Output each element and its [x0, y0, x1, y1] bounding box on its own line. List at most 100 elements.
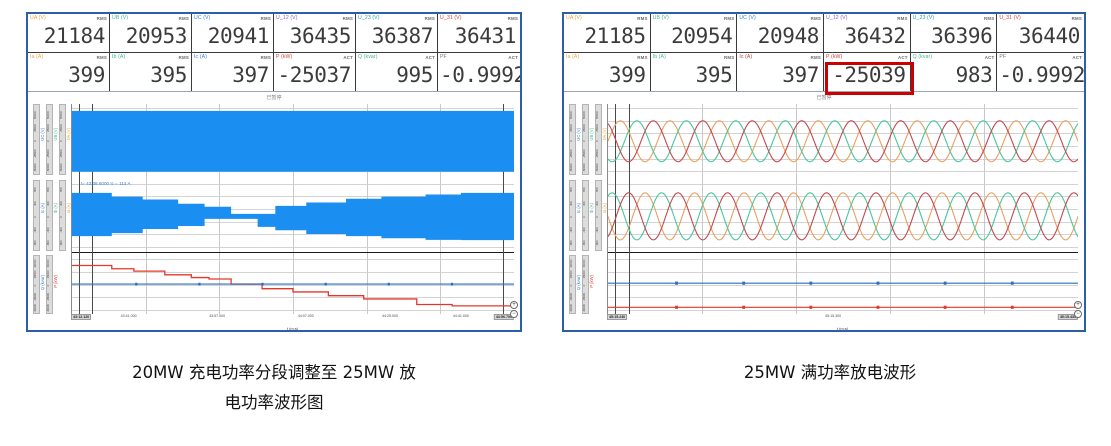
zoom-in-icon[interactable]: +	[1074, 301, 1082, 309]
meter-value: 36432	[844, 24, 906, 48]
grid-line-horizontal	[608, 120, 1078, 122]
y-axis-tick-label: 800	[595, 188, 599, 193]
meter-cell[interactable]: U_31 (V) RMS 36431	[438, 14, 520, 53]
plot-canvas[interactable]: t= 45:15.3544 UB = -4261 V	[607, 104, 1078, 314]
meter-cell[interactable]: U_23 (V) RMS 36396	[910, 14, 998, 53]
meter-unit-badge: RMS	[96, 54, 107, 60]
meter-value: 36387	[371, 24, 434, 48]
meter-cell[interactable]: UB (V) RMS 20953	[110, 14, 192, 53]
meter-cell[interactable]: Ia (A) RMS 399	[28, 52, 110, 91]
meter-header: Q (kvar) ACT	[356, 53, 437, 62]
plot-canvas[interactable]: t= 43:38.6000 Ic = 113 A	[71, 104, 514, 314]
meter-cell[interactable]: U_31 (V) RMS 36440	[997, 14, 1084, 53]
meter-unit-badge: RMS	[897, 16, 908, 21]
meter-cell[interactable]: P (kW) ACT -25037	[274, 52, 356, 91]
meter-unit-badge: RMS	[1071, 16, 1082, 21]
meter-cell[interactable]: UB (V) RMS 20954	[650, 14, 738, 53]
meter-unit-badge: RMS	[810, 16, 821, 21]
y-axis-tick-label: -800	[33, 240, 37, 246]
y-axis-tick-label: -30000	[569, 303, 573, 312]
meter-cell[interactable]: UA (V) RMS 21185	[564, 14, 651, 53]
zoom-out-icon[interactable]: −	[510, 310, 518, 318]
meter-unit-badge: RMS	[96, 16, 107, 21]
meter-header: U_23 (V) RMS	[356, 14, 437, 23]
y-axis-block: 30000 15000 0 -15000 -30000 P (kW)	[45, 255, 58, 314]
grid-line-horizontal	[608, 196, 1078, 198]
y-axis-tick-label: -30000	[33, 303, 37, 312]
zoom-buttons-left[interactable]: + −	[510, 301, 518, 318]
y-axis-tick-label: -800	[582, 240, 586, 246]
meter-label: PF	[440, 53, 447, 60]
meter-value: 21184	[43, 24, 106, 48]
zoom-in-icon[interactable]: +	[510, 301, 518, 309]
meter-header: Ia (A) RMS	[28, 53, 109, 62]
meter-label: Ia (A)	[30, 53, 44, 60]
meter-header: UA (V) RMS	[564, 14, 650, 23]
meter-cell[interactable]: Q (kvar) ACT 983	[910, 52, 998, 91]
meter-cell[interactable]: PF ACT -0.9992	[438, 52, 520, 91]
y-axis-tick-label: 800	[569, 188, 573, 193]
waveform-panel-left: UA (V) RMS 21184 UB (V) RMS 20953 UC (V) RMS 209…	[26, 12, 522, 332]
meter-cell[interactable]: Ib (A) RMS 395	[650, 52, 738, 91]
meter-cell[interactable]: PF ACT -0.9992	[997, 52, 1084, 91]
meter-cell[interactable]: U_12 (V) RMS 36432	[823, 14, 911, 53]
y-axis-tick-label: -25000	[582, 150, 586, 159]
cursor-line[interactable]	[629, 104, 631, 314]
y-axis-ticks: 30000 15000 0 -15000 -30000	[582, 255, 589, 314]
meter-header: Ib (A) RMS	[651, 53, 737, 62]
plot-wrapper-right[interactable]: 50000 25000 0 -25000 -50000 UC (V) 800 400 0 -400…	[568, 104, 1078, 314]
meter-cell[interactable]: U_12 (V) RMS 36435	[274, 14, 356, 53]
meter-header: PF ACT	[438, 53, 520, 62]
meter-cell[interactable]: Ib (A) RMS 395	[110, 52, 192, 91]
meter-unit-badge: RMS	[260, 16, 271, 21]
meter-cell[interactable]: U_23 (V) RMS 36387	[356, 14, 438, 53]
y-axis-tick-label: 50000	[582, 110, 586, 119]
meter-cell[interactable]: UC (V) RMS 20948	[737, 14, 824, 53]
y-axis-tick-label: -25000	[595, 150, 599, 159]
meter-value: 36440	[1018, 24, 1081, 48]
meter-unit-badge: RMS	[723, 54, 735, 60]
y-axis-block: 800 400 0 -400 -800 Ic (A)	[32, 179, 45, 251]
y-axis-tick-label: -800	[59, 240, 63, 246]
cursor-line[interactable]	[615, 104, 617, 314]
meter-label: UB (V)	[652, 14, 669, 22]
zoom-buttons-right[interactable]: + −	[1074, 301, 1082, 318]
y-axis-tick-label: -400	[569, 227, 573, 233]
plot-wrapper-left[interactable]: 50000 25000 0 -25000 -50000 UC (V) 800 400 0 -400…	[32, 104, 514, 314]
meter-cell[interactable]: Ia (A) RMS 399	[564, 52, 651, 91]
y-axis-block: 50000 25000 0 -25000 -50000 UC (V)	[568, 104, 581, 176]
x-axis-tick-label: 43:57.000	[209, 314, 226, 318]
y-axis-block: 50000 25000 0 -25000 -50000 UA (V)	[58, 104, 71, 176]
y-axis-tick-label: -400	[33, 227, 37, 233]
grid-line-vertical	[796, 104, 797, 314]
zoom-out-icon[interactable]: −	[1074, 310, 1082, 318]
meter-cell[interactable]: Q (kvar) ACT 995	[356, 52, 438, 91]
meter-value: 36396	[931, 24, 993, 48]
y-axis-tick-label: -50000	[582, 163, 586, 172]
y-axis-column: 50000 25000 0 -25000 -50000 UB (V) 800 400 0 -400…	[581, 104, 594, 314]
meter-header: Ic (A) RMS	[192, 53, 273, 62]
meter-value: 36431	[454, 24, 517, 48]
meter-label: Ia (A)	[566, 53, 580, 60]
y-axis-tick-label: -400	[59, 227, 63, 233]
y-axis-block: 800 400 0 -400 -800 Ib (A)	[45, 179, 58, 251]
meter-cell[interactable]: Ic (A) RMS 397	[737, 52, 824, 91]
y-axis-ticks: 50000 25000 0 -25000 -50000	[46, 104, 53, 176]
meter-cell[interactable]: UC (V) RMS 20941	[192, 14, 274, 53]
meter-unit-badge: RMS	[637, 16, 648, 21]
meter-cell[interactable]: Ic (A) RMS 397	[192, 52, 274, 91]
y-axis-tick-label: -800	[595, 240, 599, 246]
y-axis-block: 50000 25000 0 -25000 -50000 UC (V)	[32, 104, 45, 176]
meter-label: U_12 (V)	[276, 14, 298, 22]
x-axis-right: 45:15.240 45:15.300 45:15.435 t (m:s)	[607, 314, 1078, 330]
y-axis-ticks: 800 400 0 -400 -800	[46, 179, 53, 251]
y-axis-tick-label: -15000	[33, 292, 37, 301]
meter-header: U_12 (V) RMS	[274, 14, 355, 23]
meter-cell[interactable]: UA (V) RMS 21184	[28, 14, 110, 53]
meter-label: P (kW)	[825, 53, 843, 60]
meter-cell[interactable]: P (kW) ACT -25039	[823, 52, 911, 91]
x-axis-tick-label: 45:15.240	[607, 314, 628, 320]
y-axis-tick-label: -400	[46, 227, 50, 233]
meter-label: Ib (A)	[652, 53, 666, 60]
